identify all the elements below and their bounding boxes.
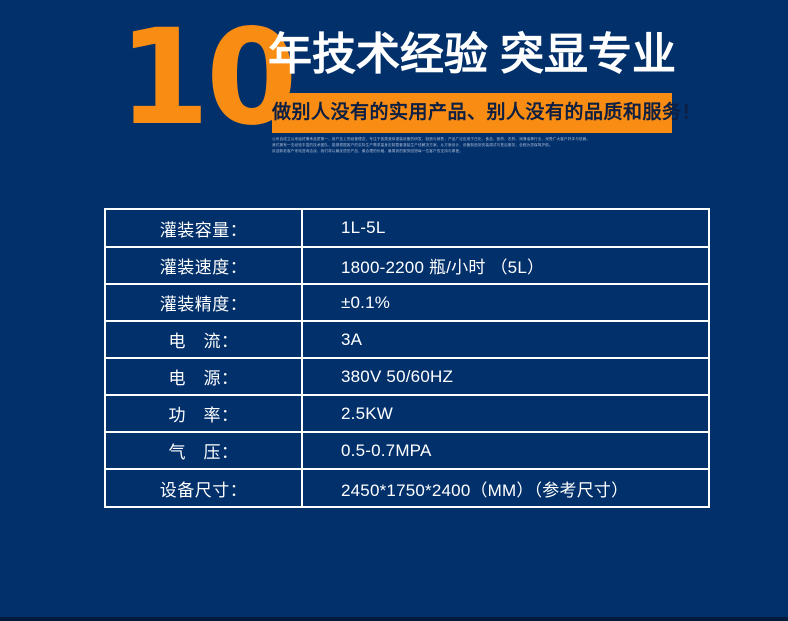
table-row: 电 流： 3A	[106, 321, 708, 359]
spec-value: 1L-5L	[302, 210, 708, 248]
table-row: 灌装容量： 1L-5L	[106, 210, 708, 248]
table-row: 灌装速度： 1800-2200 瓶/小时 （5L）	[106, 247, 708, 285]
spec-label: 灌装速度：	[106, 247, 303, 285]
spec-label: 电 源：	[106, 358, 303, 396]
slogan-text: 做别人没有的实用产品、别人没有的品质和服务！	[272, 102, 702, 123]
spec-table: 灌装容量： 1L-5L 灌装速度： 1800-2200 瓶/小时 （5L） 灌装…	[104, 208, 710, 508]
spec-label: 功 率：	[106, 395, 303, 433]
spec-label: 设备尺寸：	[106, 469, 303, 506]
spec-value: 2.5KW	[302, 395, 708, 433]
headline: 年技术经验 突显专业	[268, 30, 688, 79]
spec-value: 2450*1750*2400（MM）（参考尺寸）	[341, 480, 629, 500]
bottom-strip	[0, 617, 788, 621]
table-row: 气 压： 0.5-0.7MPA	[106, 432, 708, 470]
spec-value: ±0.1%	[302, 284, 708, 322]
spec-label: 气 压：	[106, 432, 303, 470]
table-row: 电 源： 380V 50/60HZ	[106, 358, 708, 396]
fine-print-line: 我们拥有一支经验丰富的技术团队，能够根据客户的实际生产需求量身定制整套灌装生产线…	[272, 143, 553, 147]
spec-label: 灌装精度：	[106, 284, 303, 322]
fine-print-block: 公司自成立以来始终秉承品质第一、用户至上的经营理念，专注于各类液体灌装设备的研发…	[272, 136, 686, 154]
years-number: 10	[118, 1, 298, 155]
spec-value: 0.5-0.7MPA	[302, 432, 708, 470]
table-row: 灌装精度： ±0.1%	[106, 284, 708, 322]
headline-part2: 突显专业	[500, 30, 676, 79]
spec-value: 3A	[302, 321, 708, 359]
spec-label: 电 流：	[106, 321, 303, 359]
spec-value: 380V 50/60HZ	[302, 358, 708, 396]
slogan-bar: 做别人没有的实用产品、别人没有的品质和服务！	[272, 93, 702, 133]
spec-value: 1800-2200 瓶/小时 （5L）	[302, 247, 708, 285]
fine-print-line: 欢迎新老客户来电咨询洽谈，我们将以最优质的产品、最合理的价格、最周到的服务回馈每…	[272, 149, 463, 153]
fine-print-line: 公司自成立以来始终秉承品质第一、用户至上的经营理念，专注于各类液体灌装设备的研发…	[272, 137, 591, 141]
headline-part1: 年技术经验	[268, 30, 488, 79]
spec-label: 灌装容量：	[106, 210, 303, 248]
table-row: 设备尺寸： 2450*1750*2400（MM）（参考尺寸）	[106, 469, 708, 506]
table-row: 功 率： 2.5KW	[106, 395, 708, 433]
header-section: 10 年技术经验 突显专业 做别人没有的实用产品、别人没有的品质和服务！ 公司自成…	[0, 0, 788, 175]
